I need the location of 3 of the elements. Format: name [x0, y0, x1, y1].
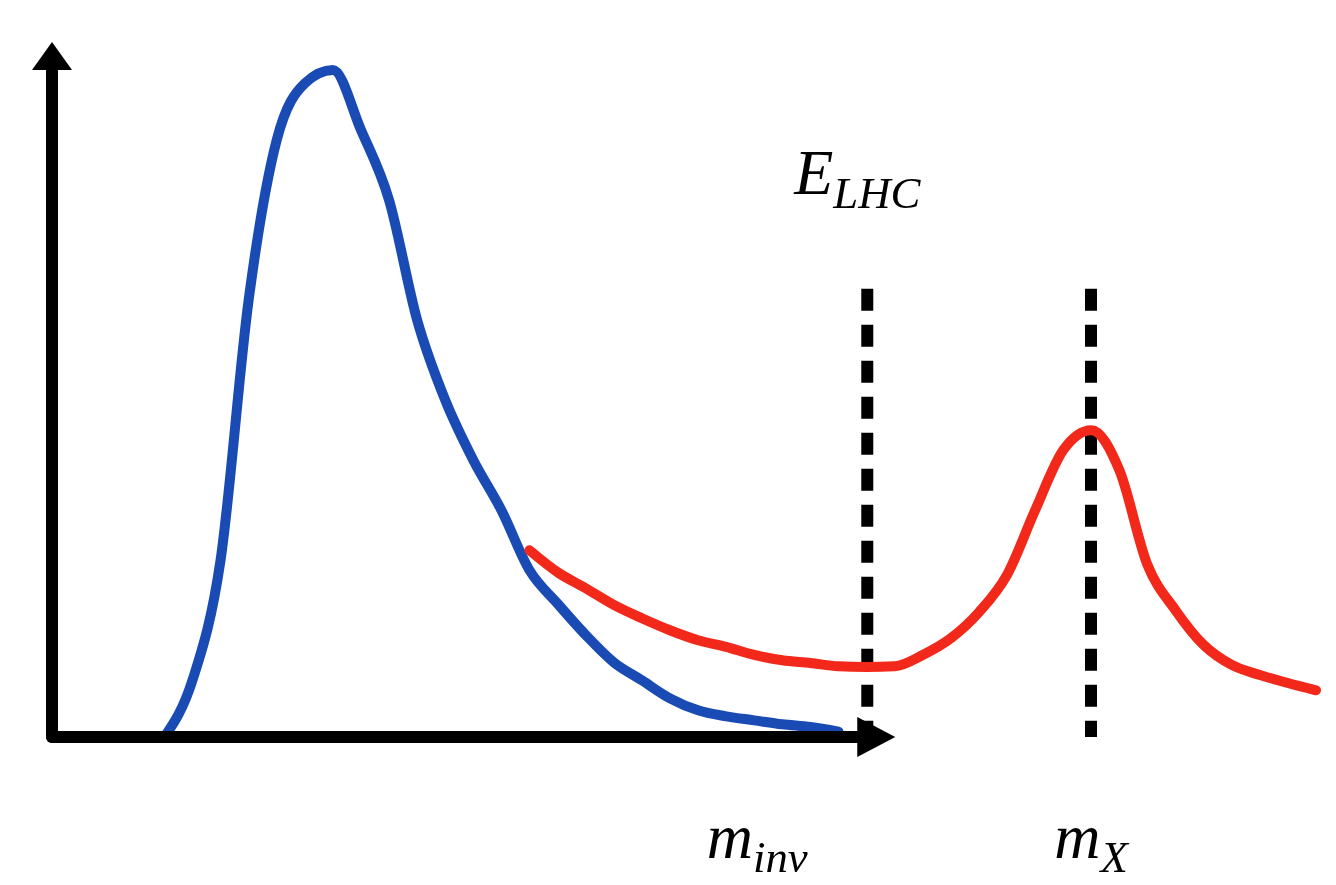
x-axis-title: m$_{inv}$	[706, 801, 808, 882]
annotation: E$_{LHC}$	[793, 136, 922, 218]
text: m$_{X}$	[1054, 801, 1130, 882]
